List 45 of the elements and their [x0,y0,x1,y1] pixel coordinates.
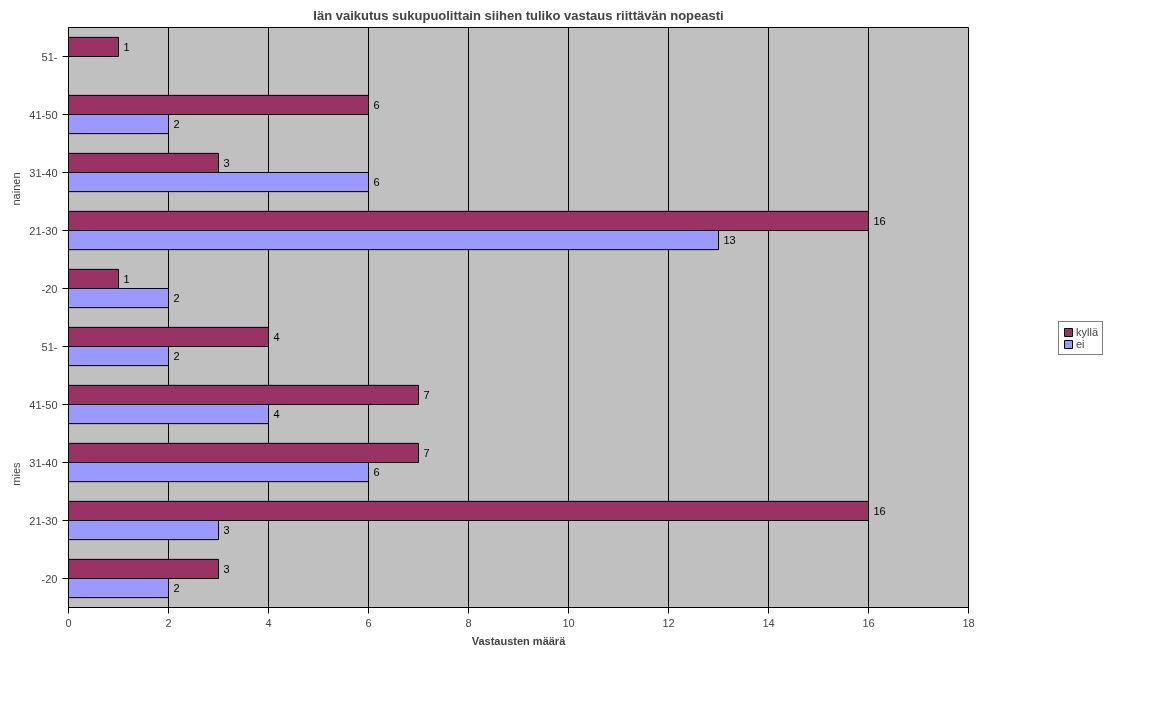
y-tick-label: 21-30 [29,224,58,237]
y-tick-label: 31-40 [29,166,58,179]
x-tick-label: 8 [465,616,472,629]
y-tick-label: 51- [41,340,58,353]
x-tick-label: 0 [65,616,72,629]
y-tick-label: -20 [41,572,58,585]
data-label: 3 [223,524,230,537]
x-tick-label: 16 [862,616,875,629]
y-tick-label: 31-40 [29,456,58,469]
data-label: 1 [123,40,130,53]
y-tick-label: 51- [41,50,58,63]
data-label: 4 [273,408,280,421]
y-tick-label: -20 [41,282,58,295]
data-label: 2 [173,292,180,305]
data-label: 7 [423,388,430,401]
text: mies [9,462,22,486]
data-label: 2 [173,118,180,131]
data-label: 6 [373,176,380,189]
x-tick-label: 6 [365,616,372,629]
data-label: 2 [173,582,180,595]
data-label: 16 [873,504,886,517]
data-label: 7 [423,446,430,459]
x-axis-title: Vastausten määrä [471,634,567,647]
data-label: 1 [123,272,130,285]
data-label: 4 [273,330,280,343]
y-tick-label: 21-30 [29,514,58,527]
chart-title: Iän vaikutus sukupuolittain siihen tuliko vastaus riittävän nopeasti [313,7,724,23]
data-label: 6 [373,98,380,111]
y-tick-label: 41-50 [29,108,58,121]
x-tick-label: 10 [562,616,575,629]
x-tick-label: 2 [165,616,172,629]
y-tick-label: 41-50 [29,398,58,411]
data-label: 16 [873,214,886,227]
data-label: 3 [223,562,230,575]
x-tick-label: 14 [762,616,775,629]
data-label: 2 [173,350,180,363]
x-tick-label: 12 [662,616,675,629]
data-label: 6 [373,466,380,479]
data-label: 3 [223,156,230,169]
text: nainen [9,172,22,206]
legend-label: ei [1076,337,1085,350]
legend-label: kyllä [1076,325,1099,338]
data-label: 13 [723,234,736,247]
x-tick-label: 4 [265,616,272,629]
x-tick-label: 18 [962,616,975,629]
